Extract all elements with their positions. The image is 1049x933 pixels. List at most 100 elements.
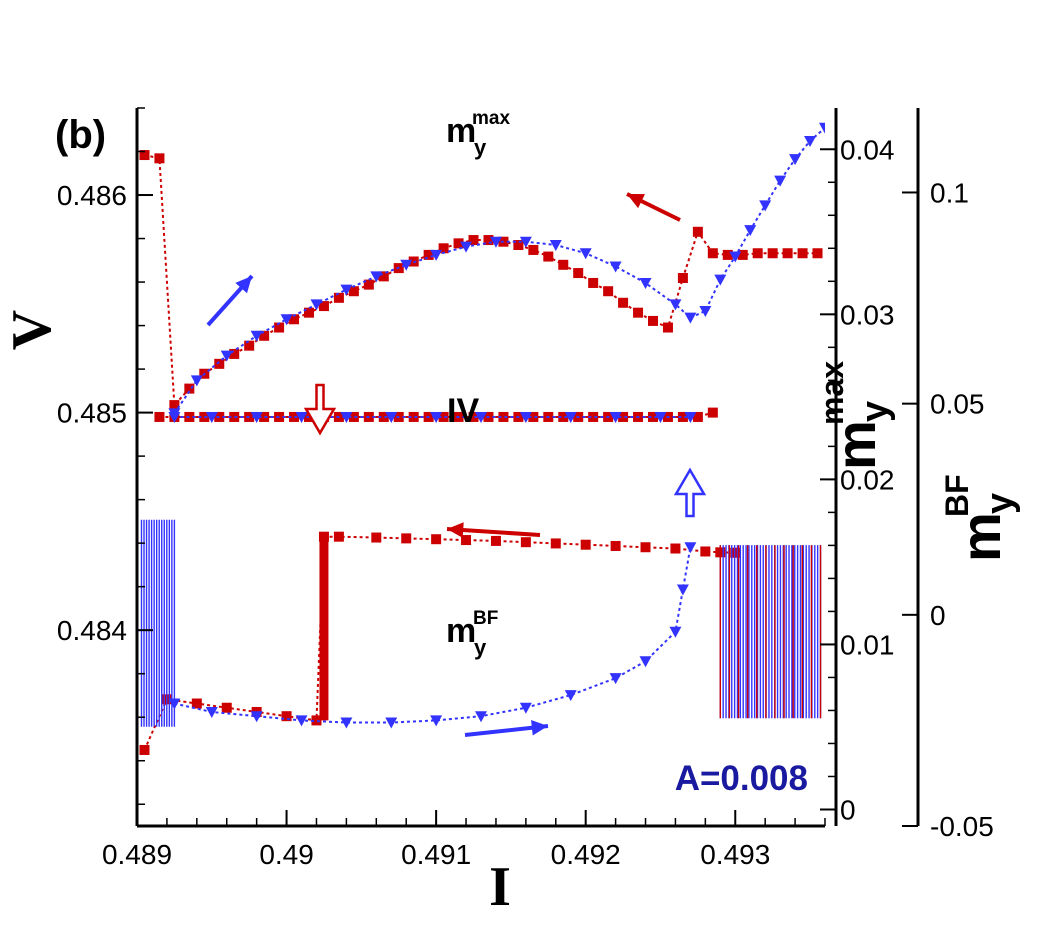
axes-layer: 0.489 0.49 0.491 0.492 0.493 0.484 0.485 0.486 0… [57,107,994,870]
data-point-my-max-i-increasing- [430,249,443,261]
data-point-my-max-i-increasing- [370,271,383,283]
data-point-my-max-i-increasing- [579,248,592,260]
y-tick-label: 0.486 [57,180,127,211]
data-point-iv-curve-i-increasing- [475,411,487,423]
data-point-iv-curve-i-increasing- [250,411,263,423]
data-point-my-max-i-decreasing- [722,249,733,260]
data-point-iv-curve-i-decreasing- [348,411,359,422]
arrow-red-middle-head [447,522,464,538]
data-point-my-max-i-decreasing- [169,400,180,411]
data-point-iv-curve-i-increasing- [295,411,308,423]
data-point-iv-curve-i-increasing- [519,411,532,423]
data-point-my-max-i-increasing- [774,175,787,187]
data-point-iv-curve-i-decreasing- [438,411,449,422]
data-point-my-max-i-decreasing- [662,322,673,333]
data-point-iv-curve-i-decreasing- [378,411,389,422]
data-point-my-max-i-decreasing- [244,340,255,351]
right-axis-2-title: m BF y [939,474,1021,562]
data-point-my-max-i-increasing- [804,136,817,148]
data-point-my-max-i-decreasing- [378,271,389,282]
x-tick-label: 0.493 [700,839,770,870]
data-point-my-max-i-decreasing- [229,348,240,359]
data-point-my-max-i-decreasing- [812,248,823,259]
data-point-my-max-i-decreasing- [304,307,314,318]
arrow-blue-upper-head [235,276,252,294]
data-point-my-bf-i-decreasing- [333,531,344,542]
data-point-my-max-i-decreasing- [513,239,524,250]
data-point-my-max-i-increasing- [340,284,353,296]
data-point-my-max-i-decreasing- [692,226,703,237]
series-line-my-bf-i-increasing- [174,547,692,724]
data-point-my-bf-i-decreasing- [139,744,150,755]
data-point-iv-curve-i-decreasing- [648,411,658,422]
data-point-my-max-i-decreasing- [318,301,329,312]
data-point-my-max-i-increasing- [819,122,825,134]
data-point-my-max-i-decreasing- [483,235,494,246]
data-point-my-max-i-decreasing- [767,248,778,259]
data-point-iv-curve-i-increasing- [654,411,667,423]
data-point-my-max-i-decreasing- [438,243,449,254]
data-point-my-bf-i-increasing- [684,542,697,554]
right-axis-1-tick-label: 0.01 [840,629,895,660]
data-point-iv-curve-i-decreasing- [498,411,509,422]
data-point-my-bf-i-decreasing- [550,538,561,549]
data-point-my-bf-i-increasing- [430,715,443,727]
curve-label-bf-sup: BF [473,608,498,629]
x-tick-label: 0.489 [102,839,172,870]
right-axis-1-title-main: m [824,420,887,470]
curve-label-max-sub: y [474,135,487,160]
data-point-iv-curve-i-increasing- [340,411,353,423]
data-layer [139,122,825,755]
data-point-my-max-i-decreasing- [154,153,165,164]
data-point-my-max-i-increasing- [190,375,203,387]
data-point-my-max-i-increasing- [714,274,727,286]
data-point-my-max-i-decreasing- [588,277,599,288]
arrow-blue-lower-head [531,719,548,736]
data-point-my-max-i-increasing- [669,299,682,311]
y-axis-title: V [1,310,63,350]
right-axis-2-title-sub: y [979,493,1021,514]
data-point-my-max-i-decreasing- [528,244,539,255]
curve-label-max-main: m [446,112,476,150]
data-point-my-max-i-decreasing- [752,248,763,259]
data-point-my-max-i-increasing- [400,259,413,271]
data-point-my-bf-i-decreasing- [640,542,651,553]
data-point-my-bf-i-increasing- [295,715,308,727]
data-point-my-max-i-decreasing- [363,279,374,290]
data-point-my-max-i-decreasing- [737,249,748,260]
data-point-my-max-i-decreasing- [184,383,195,394]
data-point-iv-curve-i-decreasing- [229,411,240,422]
data-point-iv-curve-i-increasing- [430,411,443,423]
data-point-iv-curve-i-increasing- [684,411,697,423]
data-point-iv-curve-i-decreasing- [692,411,703,422]
data-point-my-max-i-decreasing- [348,286,359,297]
data-point-iv-curve-i-increasing- [385,411,398,423]
y-tick-label: 0.485 [57,398,127,429]
data-point-my-bf-i-decreasing- [670,543,681,554]
data-point-my-bf-i-increasing- [609,673,622,685]
curve-label-max-sup: max [472,108,510,129]
data-point-my-bf-i-decreasing- [700,546,711,557]
data-point-my-max-i-decreasing- [782,248,793,259]
data-point-iv-curve-i-decreasing- [154,411,165,422]
data-point-my-bf-i-increasing- [205,706,218,718]
data-point-iv-curve-i-decreasing- [289,411,300,422]
data-point-my-bf-i-decreasing- [490,535,501,546]
data-point-my-bf-i-decreasing- [401,533,412,544]
data-point-iv-curve-i-decreasing- [408,411,419,422]
data-point-my-bf-i-increasing- [250,711,263,723]
data-point-my-max-i-decreasing- [274,322,285,333]
data-point-iv-curve-i-decreasing- [618,411,629,422]
x-tick-label: 0.491 [401,839,471,870]
data-point-my-max-i-increasing- [489,236,502,248]
data-point-my-max-i-increasing- [759,200,772,212]
data-point-my-bf-i-decreasing- [371,532,382,543]
hollow-arrow-blue [673,467,707,518]
right-axis-1-title-sub: y [854,401,896,422]
data-point-my-bf-i-increasing- [564,690,577,702]
right-axis-2-tick-label: 0 [930,600,946,631]
data-point-my-max-i-decreasing- [618,297,629,308]
data-point-my-bf-i-increasing- [639,656,652,668]
data-point-my-max-i-decreasing- [648,315,658,326]
